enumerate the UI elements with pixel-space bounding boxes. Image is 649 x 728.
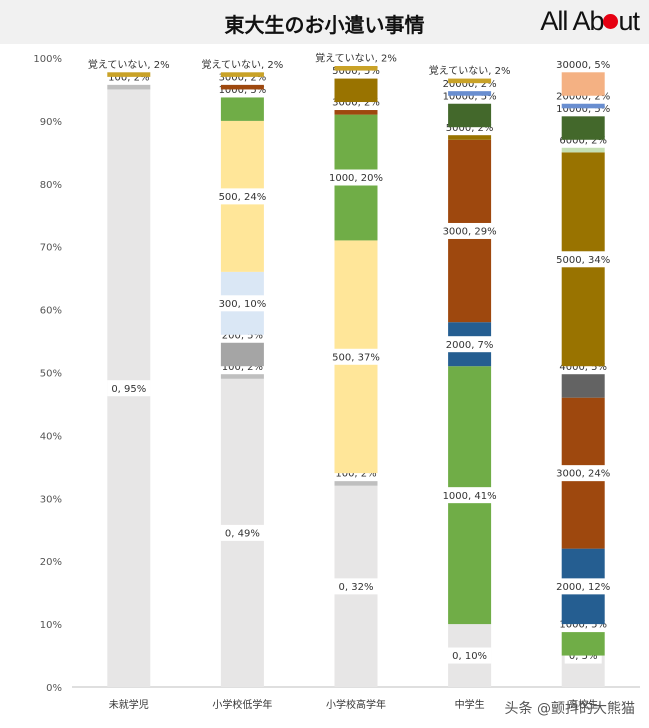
x-tick-label: 小学校低学年 bbox=[212, 698, 272, 711]
data-label: 覚えていない, 2% bbox=[202, 58, 284, 71]
data-label: 3000, 2% bbox=[332, 98, 380, 109]
data-label: 覚えていない, 2% bbox=[429, 64, 511, 77]
data-label-bg bbox=[441, 336, 498, 353]
data-label: 1000, 20% bbox=[329, 173, 383, 184]
data-label: 5000, 5% bbox=[332, 66, 380, 77]
allabout-logo: All Ab ut bbox=[540, 6, 640, 37]
data-label-bg bbox=[328, 348, 384, 365]
data-label-bg bbox=[552, 56, 615, 73]
x-tick-label: 高校生 bbox=[568, 698, 598, 711]
data-label-bg bbox=[552, 251, 615, 268]
data-label: 1000, 5% bbox=[219, 85, 267, 96]
data-label-bg bbox=[438, 487, 501, 504]
data-label: 100, 2% bbox=[108, 72, 149, 83]
data-label-bg bbox=[552, 578, 615, 595]
y-tick-label: 20% bbox=[40, 557, 62, 568]
data-label-bg bbox=[214, 295, 271, 312]
chart-title: 東大生のお小遣い事情 bbox=[224, 13, 425, 37]
data-label: 0, 10% bbox=[452, 651, 487, 662]
data-label: 0, 5% bbox=[569, 651, 598, 662]
data-label-bg bbox=[448, 647, 492, 664]
data-label: 20000, 2% bbox=[556, 91, 610, 102]
y-tick-label: 100% bbox=[33, 54, 62, 65]
data-label: 100, 2% bbox=[335, 469, 376, 480]
logo-text-start: All Ab bbox=[540, 6, 604, 36]
y-tick-label: 90% bbox=[40, 117, 62, 128]
data-label-bg bbox=[438, 222, 501, 239]
y-tick-label: 0% bbox=[46, 683, 62, 694]
data-label: 覚えていない, 2% bbox=[88, 58, 170, 71]
data-label: 500, 37% bbox=[332, 352, 380, 363]
data-label: 1000, 5% bbox=[559, 620, 607, 631]
x-tick-label: 未就学児 bbox=[109, 698, 149, 711]
y-tick-label: 10% bbox=[40, 620, 62, 631]
logo-text-end: ut bbox=[618, 6, 640, 36]
data-label: 1000, 41% bbox=[443, 491, 497, 502]
data-label: 3000, 24% bbox=[556, 469, 610, 480]
y-tick-label: 30% bbox=[40, 494, 62, 505]
data-label-bg bbox=[325, 169, 387, 186]
data-label: 20000, 2% bbox=[443, 79, 497, 90]
y-tick-label: 80% bbox=[40, 180, 62, 191]
data-label: 5000, 34% bbox=[556, 255, 610, 266]
logo-dot-icon bbox=[603, 14, 619, 29]
data-label: 2000, 7% bbox=[446, 340, 494, 351]
data-label: 0, 32% bbox=[339, 582, 374, 593]
data-label: 30000, 5% bbox=[556, 60, 610, 71]
data-label-bg bbox=[435, 62, 504, 79]
x-tick-label: 小学校高学年 bbox=[326, 698, 386, 711]
y-tick-label: 70% bbox=[40, 243, 62, 254]
data-label-bg bbox=[334, 578, 378, 595]
data-label: 4000, 5% bbox=[559, 362, 607, 373]
data-label: 100, 2% bbox=[222, 362, 263, 373]
data-label: 2000, 12% bbox=[556, 582, 610, 593]
data-label: 300, 10% bbox=[219, 299, 267, 310]
y-tick-label: 60% bbox=[40, 306, 62, 317]
data-label-bg bbox=[322, 50, 390, 66]
data-label-bg bbox=[214, 188, 271, 205]
data-label-bg bbox=[107, 380, 151, 397]
watermark-text: 头条 @颤抖的大熊猫 bbox=[504, 701, 635, 717]
y-tick-label: 40% bbox=[40, 431, 62, 442]
data-label: 6000, 2% bbox=[559, 135, 607, 146]
data-label-bg bbox=[208, 56, 277, 73]
data-label: 0, 49% bbox=[225, 528, 260, 539]
data-label-bg bbox=[552, 465, 615, 482]
data-label: 0, 95% bbox=[111, 384, 146, 395]
data-label: 10000, 5% bbox=[556, 104, 610, 115]
chart-header: 東大生のお小遣い事情 All Ab ut bbox=[0, 0, 649, 44]
data-label: 500, 24% bbox=[219, 192, 267, 203]
data-label-bg bbox=[220, 524, 264, 541]
data-label-bg bbox=[94, 56, 163, 73]
y-tick-label: 50% bbox=[40, 369, 62, 380]
data-label: 5000, 2% bbox=[446, 123, 494, 134]
data-label: 200, 5% bbox=[222, 330, 263, 341]
data-label: 覚えていない, 2% bbox=[315, 52, 397, 65]
data-label: 10000, 5% bbox=[443, 91, 497, 102]
x-tick-label: 中学生 bbox=[455, 698, 485, 711]
data-label: 3000, 2% bbox=[219, 72, 267, 83]
data-label: 3000, 29% bbox=[443, 227, 497, 238]
